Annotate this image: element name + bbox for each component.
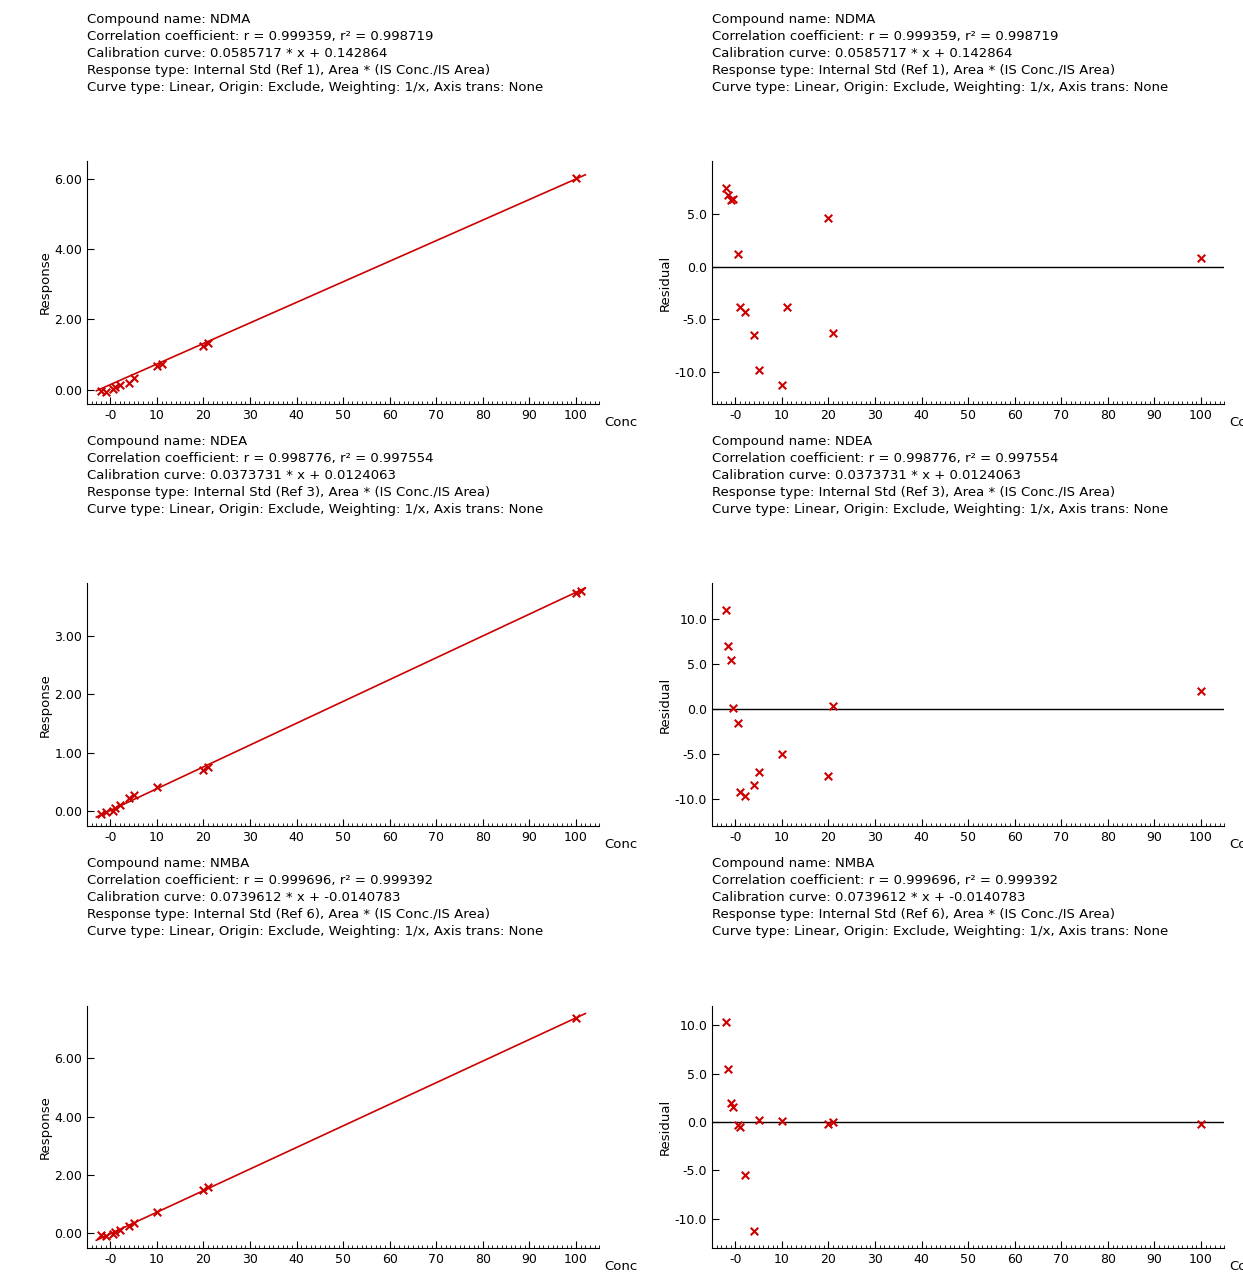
Point <box>772 744 792 764</box>
Point <box>194 335 214 356</box>
Point <box>119 788 139 809</box>
Point <box>147 1202 167 1222</box>
Point <box>119 372 139 393</box>
Point <box>727 713 747 733</box>
Point <box>723 698 743 718</box>
Point <box>109 375 129 396</box>
Point <box>772 375 792 396</box>
Point <box>745 1220 764 1240</box>
Y-axis label: Residual: Residual <box>659 1098 672 1155</box>
Point <box>123 785 143 805</box>
Point <box>727 1115 747 1135</box>
Text: Compound name: NMBA
Correlation coefficient: r = 0.999696, r² = 0.999392
Calibra: Compound name: NMBA Correlation coeffici… <box>87 858 543 938</box>
Text: Conc: Conc <box>1229 416 1243 429</box>
Point <box>104 1222 124 1243</box>
Point <box>716 600 736 621</box>
Point <box>819 767 839 787</box>
Point <box>730 782 750 803</box>
Point <box>745 325 764 346</box>
Point <box>819 1114 839 1134</box>
Point <box>194 1180 214 1201</box>
Point <box>735 302 755 323</box>
Point <box>198 758 218 778</box>
Point <box>571 581 590 602</box>
Text: Compound name: NMBA
Correlation coefficient: r = 0.999696, r² = 0.999392
Calibra: Compound name: NMBA Correlation coeffici… <box>712 858 1168 938</box>
Point <box>96 381 116 402</box>
Point <box>748 1110 768 1130</box>
Point <box>823 323 843 343</box>
Point <box>730 1116 750 1137</box>
Point <box>735 786 755 806</box>
Point <box>748 360 768 380</box>
Point <box>198 333 218 353</box>
Point <box>109 795 129 815</box>
Y-axis label: Response: Response <box>39 673 51 736</box>
Point <box>718 1059 738 1079</box>
Point <box>772 1111 792 1132</box>
Point <box>745 776 764 796</box>
Text: Conc: Conc <box>604 416 638 429</box>
Point <box>123 369 143 389</box>
Text: Conc: Conc <box>604 838 638 851</box>
Y-axis label: Residual: Residual <box>659 255 672 311</box>
Point <box>119 1215 139 1235</box>
Text: Compound name: NDEA
Correlation coefficient: r = 0.998776, r² = 0.997554
Calibra: Compound name: NDEA Correlation coeffici… <box>712 435 1168 516</box>
Point <box>748 762 768 782</box>
Point <box>103 1224 123 1244</box>
Point <box>723 1097 743 1117</box>
Point <box>103 379 123 399</box>
Y-axis label: Residual: Residual <box>659 677 672 732</box>
Point <box>716 1012 736 1033</box>
Point <box>104 376 124 397</box>
Point <box>721 649 741 669</box>
Y-axis label: Response: Response <box>39 1094 51 1158</box>
Point <box>96 803 116 823</box>
Text: Compound name: NDMA
Correlation coefficient: r = 0.999359, r² = 0.998719
Calibra: Compound name: NDMA Correlation coeffici… <box>87 13 543 93</box>
Point <box>1191 681 1211 701</box>
Point <box>1191 248 1211 269</box>
Point <box>96 1226 116 1247</box>
Point <box>147 356 167 376</box>
Point <box>566 582 585 603</box>
Point <box>1191 1114 1211 1134</box>
Point <box>152 353 172 374</box>
Point <box>718 636 738 657</box>
Text: Compound name: NDEA
Correlation coefficient: r = 0.998776, r² = 0.997554
Calibra: Compound name: NDEA Correlation coeffici… <box>87 435 543 516</box>
Point <box>721 1092 741 1112</box>
Point <box>730 297 750 317</box>
Point <box>109 1220 129 1240</box>
Point <box>103 800 123 820</box>
Point <box>123 1212 143 1233</box>
Point <box>718 184 738 205</box>
Point <box>819 207 839 228</box>
Text: Conc: Conc <box>604 1260 638 1274</box>
Point <box>823 1112 843 1133</box>
Point <box>566 1007 585 1028</box>
Text: Conc: Conc <box>1229 1260 1243 1274</box>
Point <box>727 243 747 264</box>
Point <box>91 380 111 401</box>
Point <box>198 1178 218 1198</box>
Point <box>91 1225 111 1245</box>
Point <box>104 797 124 818</box>
Point <box>147 777 167 797</box>
Point <box>716 178 736 198</box>
Y-axis label: Response: Response <box>39 251 51 315</box>
Point <box>721 191 741 211</box>
Point <box>823 696 843 717</box>
Point <box>91 804 111 824</box>
Point <box>735 1165 755 1185</box>
Point <box>194 759 214 780</box>
Point <box>566 168 585 188</box>
Text: Conc: Conc <box>1229 838 1243 851</box>
Text: Compound name: NDMA
Correlation coefficient: r = 0.999359, r² = 0.998719
Calibra: Compound name: NDMA Correlation coeffici… <box>712 13 1168 93</box>
Point <box>723 189 743 210</box>
Point <box>777 297 797 317</box>
